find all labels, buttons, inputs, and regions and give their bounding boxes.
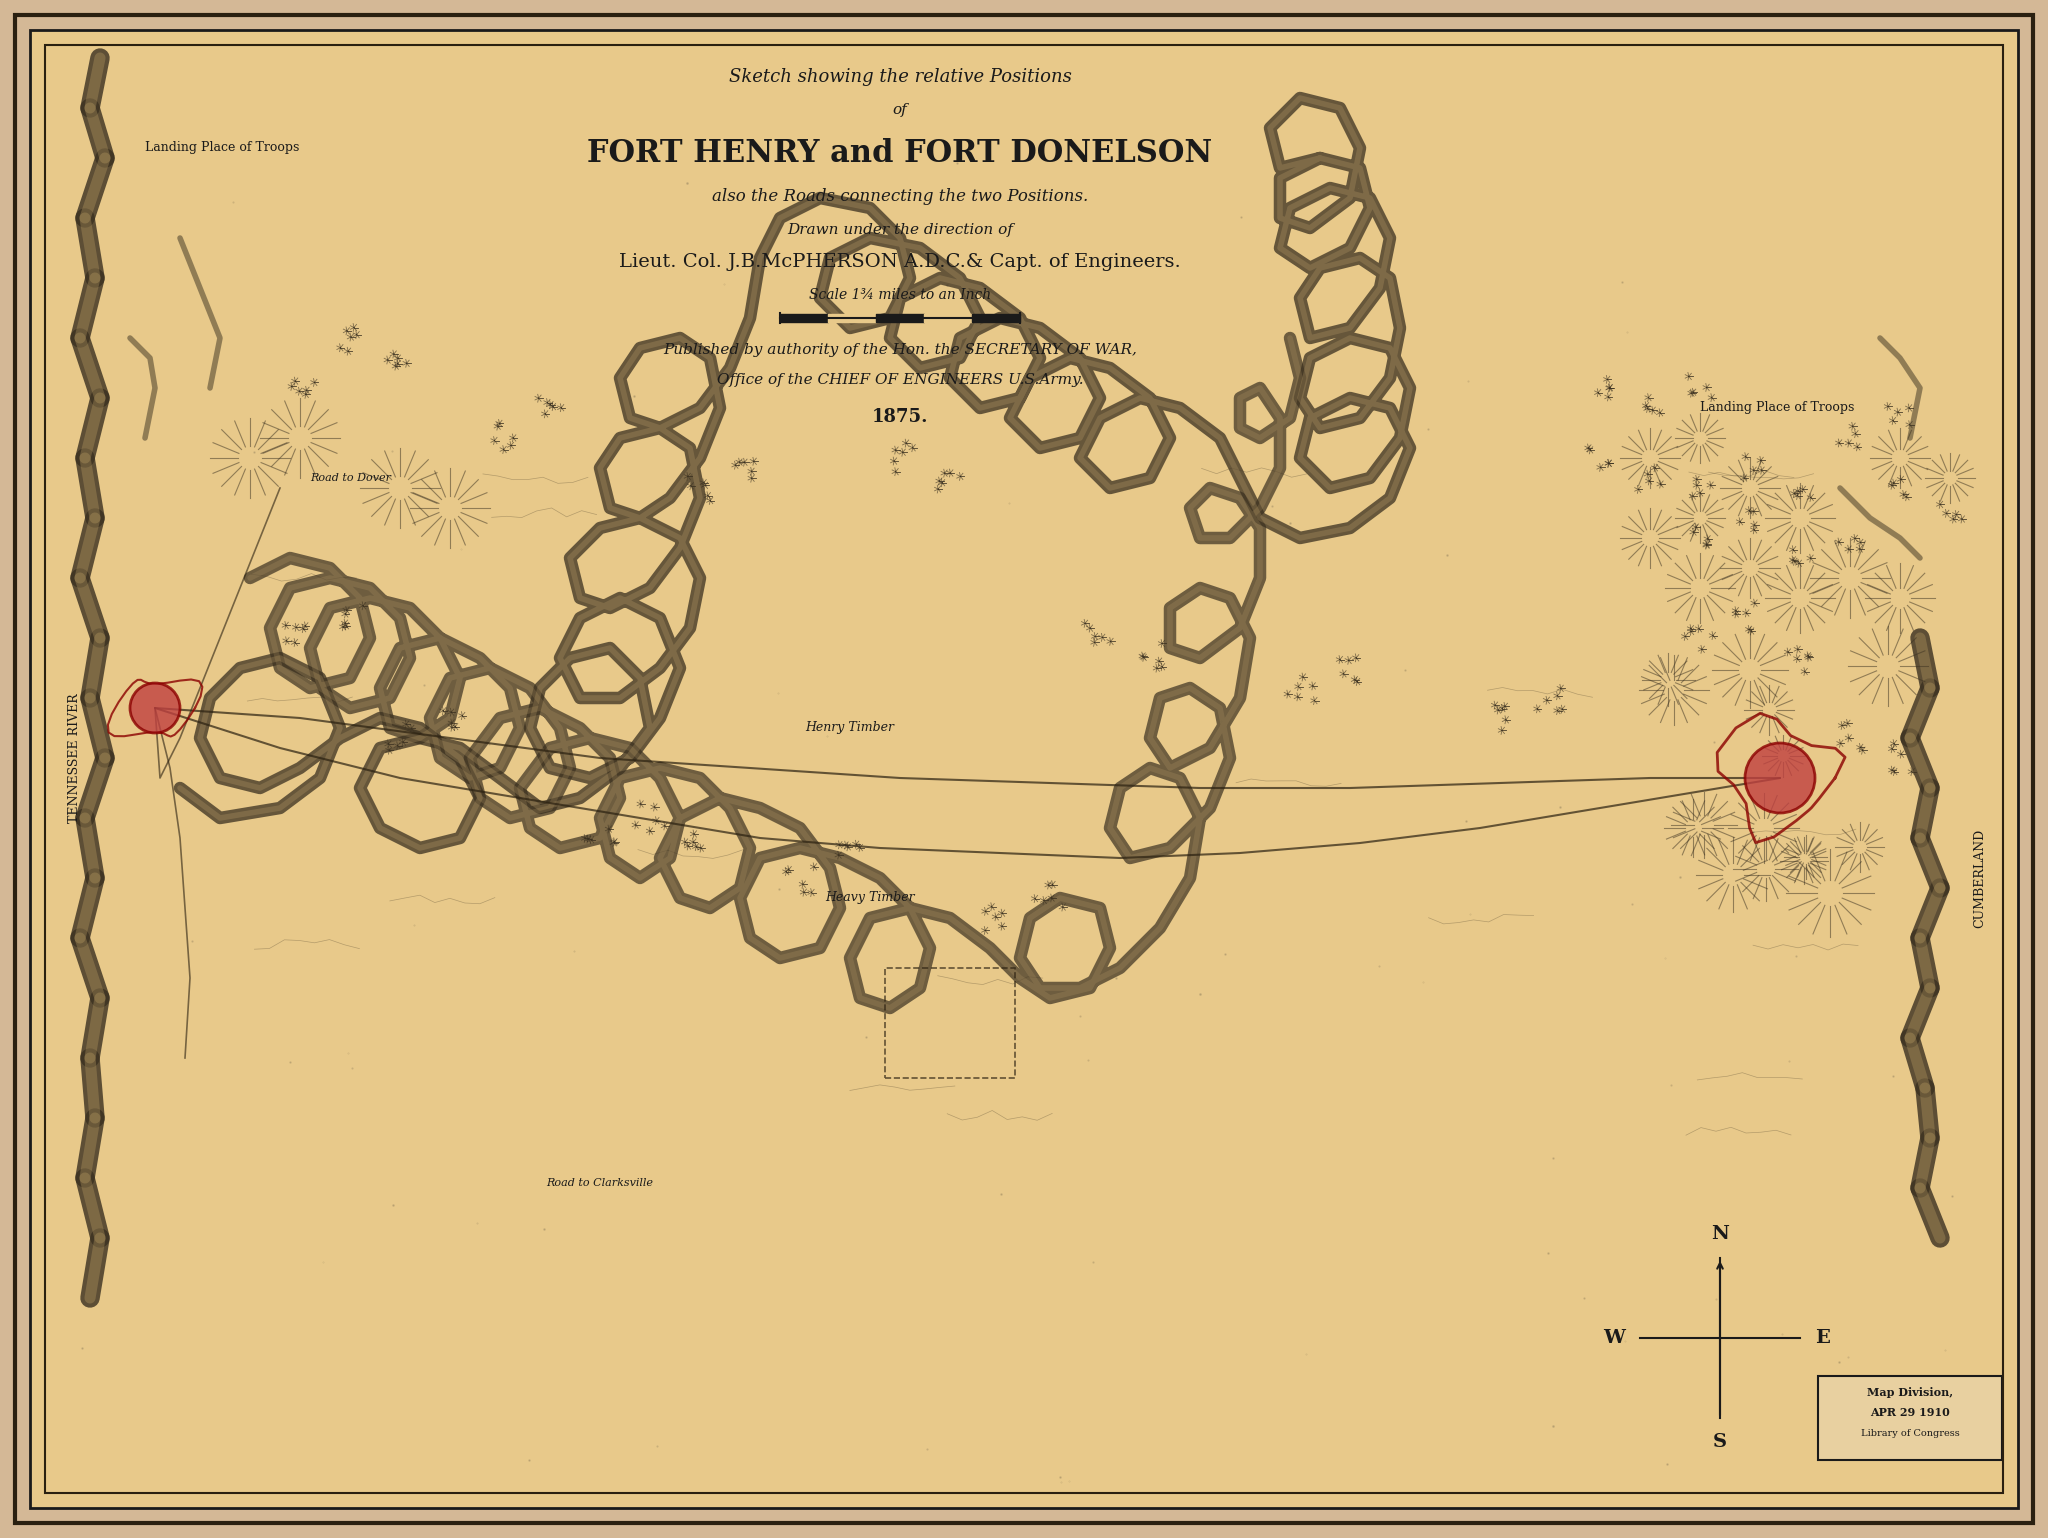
Circle shape [129, 683, 180, 734]
Text: Road to Clarksville: Road to Clarksville [547, 1178, 653, 1187]
Text: also the Roads connecting the two Positions.: also the Roads connecting the two Positi… [713, 188, 1087, 205]
Text: CUMBERLAND: CUMBERLAND [1974, 829, 1987, 927]
Text: E: E [1815, 1329, 1829, 1347]
Text: Henry Timber: Henry Timber [805, 721, 895, 735]
Text: Road to Dover: Road to Dover [309, 474, 391, 483]
Text: FORT HENRY and FORT DONELSON: FORT HENRY and FORT DONELSON [588, 138, 1212, 169]
Text: Office of the CHIEF OF ENGINEERS U.S.Army.: Office of the CHIEF OF ENGINEERS U.S.Arm… [717, 374, 1083, 388]
Text: of: of [893, 103, 907, 117]
Text: APR 29 1910: APR 29 1910 [1870, 1407, 1950, 1418]
Bar [885, 967, 1016, 1078]
Text: N: N [1710, 1224, 1729, 1243]
Text: Map Division,: Map Division, [1868, 1387, 1954, 1398]
Text: Scale 1¾ miles to an Inch: Scale 1¾ miles to an Inch [809, 288, 991, 301]
Text: Heavy Timber: Heavy Timber [825, 892, 915, 904]
Text: S: S [1712, 1433, 1726, 1450]
FancyBboxPatch shape [1819, 1377, 2003, 1460]
Text: Landing Place of Troops: Landing Place of Troops [145, 141, 299, 154]
Text: W: W [1604, 1329, 1624, 1347]
Text: Landing Place of Troops: Landing Place of Troops [1700, 401, 1853, 415]
Text: TENNESSEE RIVER: TENNESSEE RIVER [68, 694, 82, 823]
Text: 1875.: 1875. [872, 408, 928, 426]
Circle shape [1745, 743, 1815, 814]
Text: Lieut. Col. J.B.McPHERSON A.D.C.& Capt. of Engineers.: Lieut. Col. J.B.McPHERSON A.D.C.& Capt. … [618, 252, 1182, 271]
Text: Sketch showing the relative Positions: Sketch showing the relative Positions [729, 68, 1071, 86]
Text: Drawn under the direction of: Drawn under the direction of [786, 223, 1014, 237]
Text: Library of Congress: Library of Congress [1862, 1429, 1960, 1438]
Text: Published by authority of the Hon. the SECRETARY OF WAR,: Published by authority of the Hon. the S… [664, 343, 1137, 357]
